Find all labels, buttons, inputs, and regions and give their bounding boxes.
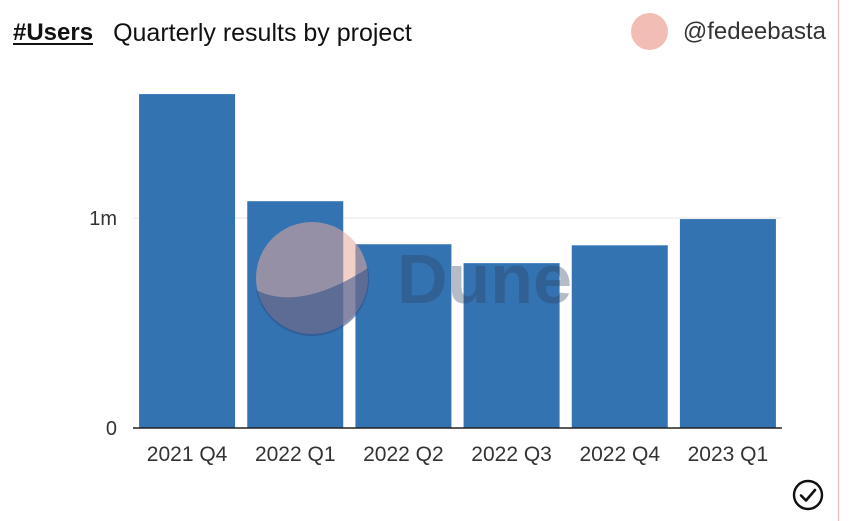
x-tick-label: 2022 Q2: [363, 443, 444, 466]
y-tick-label: 0: [106, 418, 117, 440]
author-badge[interactable]: @fedeebasta: [630, 13, 826, 50]
panel-border: [838, 0, 839, 521]
bar: [571, 245, 668, 428]
dune-watermark: Dune: [256, 222, 572, 337]
metric-link[interactable]: #Users: [13, 19, 94, 46]
x-tick-label: 2022 Q1: [255, 443, 336, 466]
watermark-text: Dune: [397, 240, 572, 318]
bar: [463, 263, 560, 428]
check-circle-icon[interactable]: [792, 479, 824, 511]
y-tick-label: 1m: [89, 208, 117, 230]
bar: [679, 219, 776, 428]
x-tick-label: 2021 Q4: [147, 443, 228, 466]
author-handle[interactable]: @fedeebasta: [682, 17, 826, 45]
x-tick-label: 2023 Q1: [688, 443, 769, 466]
x-tick-label: 2022 Q4: [579, 443, 660, 466]
chart-title: Quarterly results by project: [113, 18, 412, 47]
bar: [355, 244, 452, 428]
bar: [139, 94, 236, 428]
x-tick-label: 2022 Q3: [471, 443, 552, 466]
avatar: [630, 13, 668, 50]
chart-header: #Users Quarterly results by project: [13, 17, 412, 49]
